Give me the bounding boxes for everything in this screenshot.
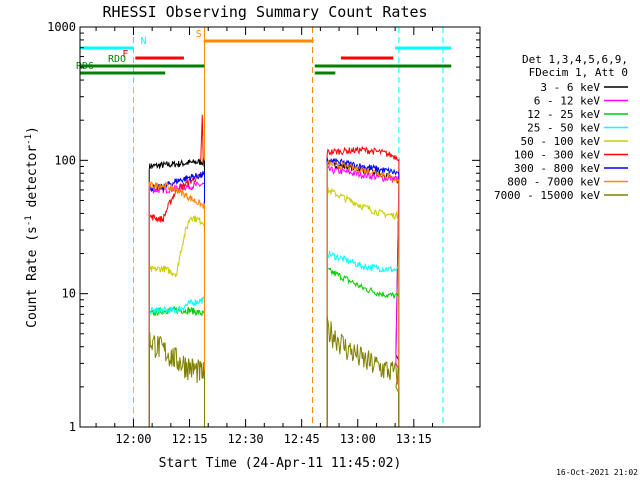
- flag-label: N: [140, 36, 146, 47]
- legend-entry-label: 25 - 50 keV: [527, 122, 600, 135]
- x-axis-label: Start Time (24-Apr-11 11:45:02): [159, 456, 402, 471]
- x-tick-label: 13:15: [396, 432, 432, 446]
- flag-label: F: [122, 49, 128, 60]
- flag-bar-f: F: [122, 49, 394, 60]
- y-tick-label: 10: [62, 287, 76, 301]
- legend-header-line: Det 1,3,4,5,6,9,: [522, 53, 628, 66]
- footer-date: 16-Oct-2021 21:02: [556, 468, 638, 477]
- series-50-100-kev: [148, 186, 400, 427]
- plot-frame: [79, 26, 481, 428]
- legend-entry-label: 100 - 300 keV: [514, 149, 600, 162]
- y-tick-label: 1000: [47, 20, 76, 34]
- legend-entry-label: 50 - 100 keV: [521, 135, 601, 148]
- series-6-12-kev: [148, 165, 400, 427]
- series-trace: [326, 165, 400, 427]
- x-tick-label: 12:30: [228, 432, 264, 446]
- y-tick-label: 100: [54, 153, 76, 167]
- series-trace: [326, 250, 400, 427]
- series-spike: [200, 114, 204, 167]
- legend-entry-label: 3 - 6 keV: [540, 81, 600, 94]
- legend-entry-label: 6 - 12 keV: [534, 95, 601, 108]
- series-7000-15000-kev: [148, 316, 400, 427]
- series-trace: [326, 157, 400, 427]
- series-25-50-kev: [148, 250, 400, 427]
- series-trace: [326, 145, 400, 427]
- series-trace: [148, 296, 205, 427]
- series-trace: [148, 215, 205, 427]
- series-trace: [326, 186, 400, 427]
- series-trace: [148, 181, 205, 427]
- y-tick-label: 1: [69, 420, 76, 434]
- legend-entry-label: 300 - 800 keV: [514, 162, 600, 175]
- legend-entry-label: 12 - 25 keV: [527, 108, 600, 121]
- flag-label: S: [196, 29, 202, 40]
- x-tick-label: 12:00: [115, 432, 151, 446]
- flag-bar-n: N: [80, 36, 452, 50]
- y-axis-label: Count Rate (s-1 detector-1): [24, 126, 40, 328]
- x-tick-label: 12:15: [171, 432, 207, 446]
- legend-entry-label: 7000 - 15000 keV: [494, 189, 600, 202]
- series-trace: [148, 181, 205, 427]
- series-trace: [326, 316, 400, 427]
- series-trace: [148, 331, 205, 427]
- series-trace: [148, 158, 205, 427]
- flag-bar-s: S: [196, 29, 314, 43]
- chart-title: RHESSI Observing Summary Count Rates: [102, 3, 427, 21]
- legend-entry-label: 800 - 7000 keV: [507, 176, 600, 189]
- flag-bar-rdo: RDO: [80, 54, 452, 68]
- flag-label: RD6: [76, 61, 94, 72]
- axes: 1 10 100 1000 12:00 12:15 12:30 12:45 13:00 13:15: [47, 20, 480, 446]
- legend-header-line: FDecim 1, Att 0: [529, 66, 628, 79]
- series-trace: [326, 159, 400, 427]
- series-trace: [326, 266, 400, 427]
- flag-bar-rd6: RD6: [76, 61, 336, 75]
- x-tick-label: 12:45: [284, 432, 320, 446]
- legend: Det 1,3,4,5,6,9,FDecim 1, Att 0 3 - 6 keV…: [494, 53, 628, 202]
- x-tick-label: 13:00: [340, 432, 376, 446]
- flag-label: RDO: [108, 54, 126, 65]
- series-800-7000-kev: [148, 159, 400, 427]
